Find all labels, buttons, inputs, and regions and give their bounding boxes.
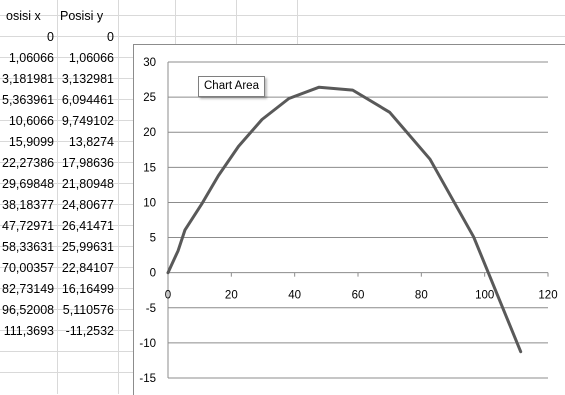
column-divider (175, 0, 176, 44)
cell-posisi-y[interactable]: 3,132981 (61, 72, 114, 86)
cell-posisi-x[interactable]: 3,181981 (2, 72, 54, 86)
chart-area[interactable]: -15 -10 -5 0 5 10 15 20 25 30 0 20 40 60 80 100 120 (133, 44, 565, 395)
cell-posisi-y[interactable]: 6,094461 (61, 93, 114, 107)
cell-posisi-x[interactable]: 47,72971 (2, 219, 54, 233)
cell-posisi-y[interactable]: 0 (107, 30, 114, 44)
chart-area-tooltip: Chart Area (198, 76, 265, 97)
y-tick-label: -5 (146, 303, 156, 315)
y-tick-label: -10 (139, 338, 156, 350)
cell-posisi-x[interactable]: 5,363961 (2, 93, 54, 107)
cell-posisi-x[interactable]: 82,73149 (2, 282, 54, 296)
y-tick-label: 15 (143, 162, 156, 174)
cell-posisi-y[interactable]: 25,99631 (61, 240, 114, 254)
row-divider (0, 99, 133, 100)
column-divider (297, 0, 298, 44)
x-tick-label: 100 (475, 290, 494, 302)
row-divider (0, 204, 133, 205)
x-tick-label: 60 (352, 290, 365, 302)
cell-posisi-x[interactable]: 111,3693 (3, 324, 54, 338)
row-divider (0, 162, 133, 163)
cell-posisi-x[interactable]: 38,18377 (2, 198, 54, 212)
column-divider (236, 0, 237, 44)
cell-posisi-y[interactable]: 17,98636 (61, 156, 114, 170)
row-divider (0, 36, 565, 37)
row-divider (0, 309, 133, 310)
cell-posisi-y[interactable]: 5,110576 (62, 303, 114, 317)
y-tick-label: 25 (143, 92, 156, 104)
row-divider (0, 267, 133, 268)
cell-posisi-x[interactable]: 70,00357 (2, 261, 54, 275)
cell-posisi-y[interactable]: 16,16499 (61, 282, 114, 296)
row-divider (0, 246, 133, 247)
x-tick-label: 0 (165, 290, 171, 302)
row-divider (0, 288, 133, 289)
x-tick-label: 20 (225, 290, 238, 302)
header-cell-posisi-y[interactable]: Posisi y (60, 9, 104, 23)
row-divider (0, 372, 133, 373)
cell-posisi-y[interactable]: 24,80677 (61, 198, 114, 212)
cell-posisi-y[interactable]: 13,8274 (68, 135, 114, 149)
cell-posisi-x[interactable]: 29,69848 (2, 177, 54, 191)
series-line (166, 85, 523, 354)
row-divider (0, 351, 133, 352)
cell-posisi-x[interactable]: 96,52008 (2, 303, 54, 317)
row-divider (0, 183, 133, 184)
cell-posisi-y[interactable]: 21,80948 (61, 177, 114, 191)
row-divider (0, 78, 133, 79)
y-tick-label: 30 (143, 57, 156, 69)
row-divider (0, 15, 565, 16)
x-tick-label: 120 (538, 290, 557, 302)
cell-posisi-x[interactable]: 10,6066 (8, 114, 54, 128)
cell-posisi-y[interactable]: 22,84107 (61, 261, 114, 275)
line-chart[interactable]: -15 -10 -5 0 5 10 15 20 25 30 0 20 40 60 80 100 120 (134, 45, 565, 395)
row-divider (0, 225, 133, 226)
cell-posisi-y[interactable]: -11,2532 (65, 324, 114, 338)
row-divider (0, 141, 133, 142)
cell-posisi-y[interactable]: 1,06066 (68, 51, 114, 65)
cell-posisi-y[interactable]: 26,41471 (61, 219, 114, 233)
y-tick-label: 20 (143, 127, 156, 139)
cell-posisi-x[interactable]: 0 (47, 30, 54, 44)
cell-posisi-x[interactable]: 15,9099 (8, 135, 54, 149)
y-tick-label: 5 (150, 233, 156, 245)
row-divider (0, 57, 133, 58)
y-tick-label: 0 (150, 268, 156, 280)
cell-posisi-x[interactable]: 1,06066 (8, 51, 54, 65)
cell-posisi-x[interactable]: 22,27386 (2, 156, 54, 170)
row-divider (0, 120, 133, 121)
x-tick-label: 40 (288, 290, 301, 302)
column-divider (57, 0, 58, 394)
x-tick-label: 80 (415, 290, 428, 302)
header-cell-posisi-x[interactable]: osisi x (6, 9, 41, 23)
cell-posisi-y[interactable]: 9,749102 (61, 114, 114, 128)
row-divider (0, 330, 133, 331)
y-tick-label: 10 (143, 197, 156, 209)
y-tick-label: -15 (139, 373, 156, 385)
column-divider (118, 0, 119, 394)
cell-posisi-x[interactable]: 58,33631 (2, 240, 54, 254)
